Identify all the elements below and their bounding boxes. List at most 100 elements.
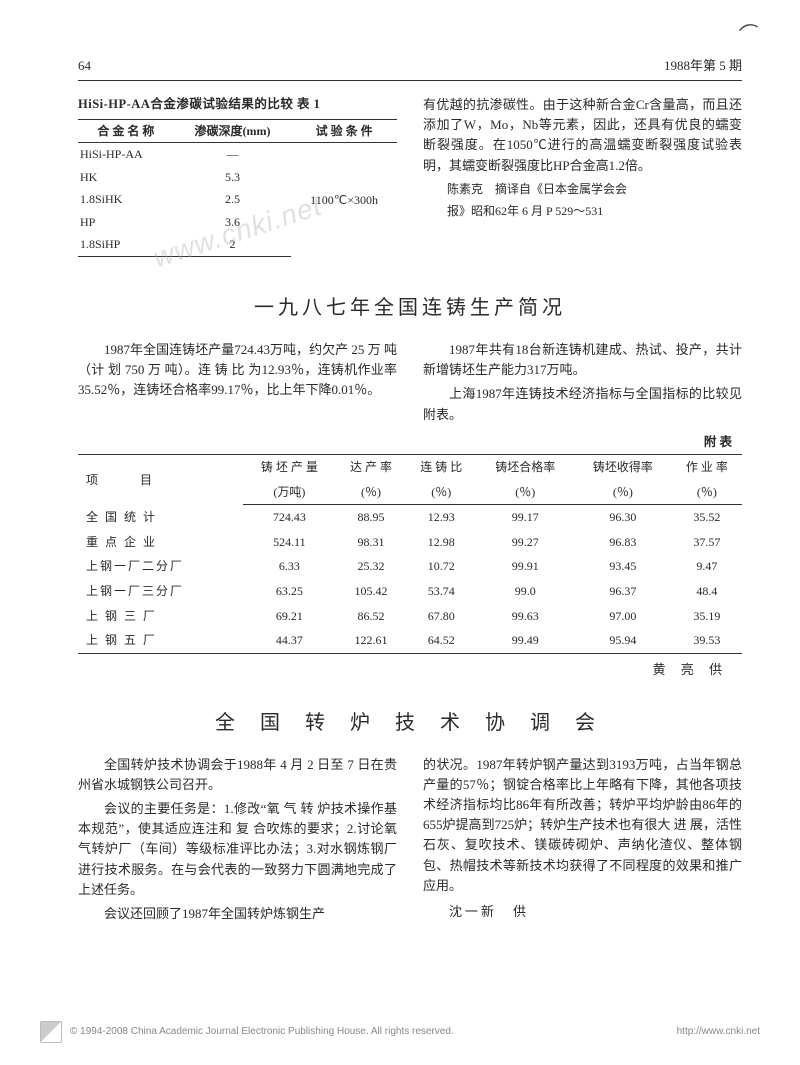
top-right-credit2: 报》昭和62年 6 月 P 529～531 <box>423 202 742 221</box>
table-cell: 35.52 <box>672 505 742 530</box>
table-cell: 6.33 <box>243 554 336 579</box>
t2-u1: (万吨) <box>243 480 336 505</box>
table-cell: 53.74 <box>406 579 476 604</box>
table-cell: 12.93 <box>406 505 476 530</box>
issue-label: 1988年第 5 期 <box>664 56 742 76</box>
table-cell: 88.95 <box>336 505 406 530</box>
t2-h5: 铸坯收得率 <box>574 455 672 480</box>
table-cell: 上钢一厂二分厂 <box>78 554 243 579</box>
article1-title: 一九八七年全国连铸生产简况 <box>78 293 742 324</box>
table-cell: 105.42 <box>336 579 406 604</box>
table-cell: 724.43 <box>243 505 336 530</box>
table-cell: 99.91 <box>476 554 574 579</box>
t1-r2-depth: 2.5 <box>174 188 291 211</box>
table-cell: 96.37 <box>574 579 672 604</box>
table-cell: 25.32 <box>336 554 406 579</box>
t1-r3-depth: 3.6 <box>174 211 291 234</box>
table-cell: 48.4 <box>672 579 742 604</box>
table-cell: 39.53 <box>672 628 742 653</box>
a2-left-p2: 会议的主要任务是：1.修改“氧 气 转 炉技术操作基本规范”，使其适应连注和 复… <box>78 799 397 900</box>
t2-u3: (％) <box>406 480 476 505</box>
footer-url: http://www.cnki.net <box>677 1024 760 1040</box>
article1-byline: 黄 亮 供 <box>78 660 728 680</box>
top-left-col: HiSi-HP-AA合金渗碳试验结果的比较 表 1 合 金 名 称 渗碳深度(m… <box>78 95 397 265</box>
table-cell: 524.11 <box>243 530 336 555</box>
table-cell: 9.47 <box>672 554 742 579</box>
table-cell: 99.17 <box>476 505 574 530</box>
table-cell: 97.00 <box>574 604 672 629</box>
table-cell: 96.83 <box>574 530 672 555</box>
t1-h1: 渗碳深度(mm) <box>174 119 291 143</box>
table-cell: 98.31 <box>336 530 406 555</box>
table-cell: 99.49 <box>476 628 574 653</box>
t1-condition: 1100℃×300h <box>291 143 397 257</box>
table-cell: 95.94 <box>574 628 672 653</box>
top-right-p1: 有优越的抗渗碳性。由于这种新合金Cr含量高，而且还添加了W，Mo，Nb等元素，因… <box>423 95 742 176</box>
t1-r1-name: HK <box>78 166 174 189</box>
table-cell: 67.80 <box>406 604 476 629</box>
footer: © 1994-2008 China Academic Journal Elect… <box>40 1021 760 1043</box>
t1-r1-depth: 5.3 <box>174 166 291 189</box>
table-cell: 99.27 <box>476 530 574 555</box>
t2-h0: 项 目 <box>78 455 243 505</box>
t2-h3: 连 铸 比 <box>406 455 476 480</box>
table-cell: 99.63 <box>476 604 574 629</box>
table2: 项 目 铸 坯 产 量 达 产 率 连 铸 比 铸坯合格率 铸坯收得率 作 业 … <box>78 454 742 654</box>
a2-right: 的状况。1987年转炉钢产量达到3193万吨，占当年钢总产量的57％；钢锭合格率… <box>423 755 742 928</box>
page-header: 64 1988年第 5 期 <box>78 56 742 81</box>
a2-left-p3: 会议还回顾了1987年全国转炉炼钢生产 <box>78 904 397 924</box>
table-cell: 12.98 <box>406 530 476 555</box>
t2-h4: 铸坯合格率 <box>476 455 574 480</box>
pdf-dogear-icon <box>40 1021 62 1043</box>
table-cell: 86.52 <box>336 604 406 629</box>
table1: 合 金 名 称 渗碳深度(mm) 试 验 条 件 HiSi-HP-AA — 11… <box>78 119 397 258</box>
top-right-credit1: 陈素克 摘译自《日本金属学会会 <box>423 180 742 199</box>
top-right-col: 有优越的抗渗碳性。由于这种新合金Cr含量高，而且还添加了W，Mo，Nb等元素，因… <box>423 95 742 265</box>
footer-copyright: © 1994-2008 China Academic Journal Elect… <box>70 1024 454 1040</box>
table-cell: 上钢一厂三分厂 <box>78 579 243 604</box>
page: ⌒ 64 1988年第 5 期 www.cnki.net HiSi-HP-AA合… <box>0 0 800 1065</box>
table-cell: 44.37 <box>243 628 336 653</box>
t2-u2: (％) <box>336 480 406 505</box>
table-cell: 69.21 <box>243 604 336 629</box>
a2-right-p1: 的状况。1987年转炉钢产量达到3193万吨，占当年钢总产量的57％；钢锭合格率… <box>423 755 742 896</box>
a2-left-p1: 全国转炉技术协调会于1988年 4 月 2 日至 7 日在贵州省水城钢铁公司召开… <box>78 755 397 795</box>
table-cell: 上 钢 五 厂 <box>78 628 243 653</box>
t1-r4-name: 1.8SiHP <box>78 233 174 256</box>
t1-r3-name: HP <box>78 211 174 234</box>
t2-u4: (％) <box>476 480 574 505</box>
table-cell: 10.72 <box>406 554 476 579</box>
table-cell: 99.0 <box>476 579 574 604</box>
article2-title: 全 国 转 炉 技 术 协 调 会 <box>78 708 742 739</box>
t2-h2: 达 产 率 <box>336 455 406 480</box>
article2-body: 全国转炉技术协调会于1988年 4 月 2 日至 7 日在贵州省水城钢铁公司召开… <box>78 755 742 928</box>
table-cell: 37.57 <box>672 530 742 555</box>
t1-h2: 试 验 条 件 <box>291 119 397 143</box>
t1-r0-depth: — <box>174 143 291 166</box>
table-cell: 上 钢 三 厂 <box>78 604 243 629</box>
t1-h0: 合 金 名 称 <box>78 119 174 143</box>
t2-h1: 铸 坯 产 量 <box>243 455 336 480</box>
t1-r2-name: 1.8SiHK <box>78 188 174 211</box>
t2-u6: (％) <box>672 480 742 505</box>
table-cell: 64.52 <box>406 628 476 653</box>
article2-byline: 沈一新 供 <box>423 902 742 922</box>
a1-left: 1987年全国连铸坯产量724.43万吨，约欠产 25 万 吨（计 划 750 … <box>78 340 397 429</box>
top-block: HiSi-HP-AA合金渗碳试验结果的比较 表 1 合 金 名 称 渗碳深度(m… <box>78 95 742 265</box>
article1-body: 1987年全国连铸坯产量724.43万吨，约欠产 25 万 吨（计 划 750 … <box>78 340 742 429</box>
table-cell: 122.61 <box>336 628 406 653</box>
page-number: 64 <box>78 56 91 76</box>
t1-r4-depth: 2 <box>174 233 291 256</box>
a1-right: 1987年共有18台新连铸机建成、热试、投产，共计新增铸坯生产能力317万吨。 … <box>423 340 742 429</box>
table-cell: 93.45 <box>574 554 672 579</box>
a2-left: 全国转炉技术协调会于1988年 4 月 2 日至 7 日在贵州省水城钢铁公司召开… <box>78 755 397 928</box>
table-cell: 96.30 <box>574 505 672 530</box>
a1-right-p1: 1987年共有18台新连铸机建成、热试、投产，共计新增铸坯生产能力317万吨。 <box>423 340 742 380</box>
t1-r0-name: HiSi-HP-AA <box>78 143 174 166</box>
appendix-label: 附 表 <box>78 433 732 452</box>
t2-u5: (％) <box>574 480 672 505</box>
corner-mark: ⌒ <box>737 18 763 52</box>
table-cell: 35.19 <box>672 604 742 629</box>
a1-right-p2: 上海1987年连铸技术经济指标与全国指标的比较见附表。 <box>423 384 742 424</box>
table1-title: HiSi-HP-AA合金渗碳试验结果的比较 表 1 <box>78 95 397 114</box>
